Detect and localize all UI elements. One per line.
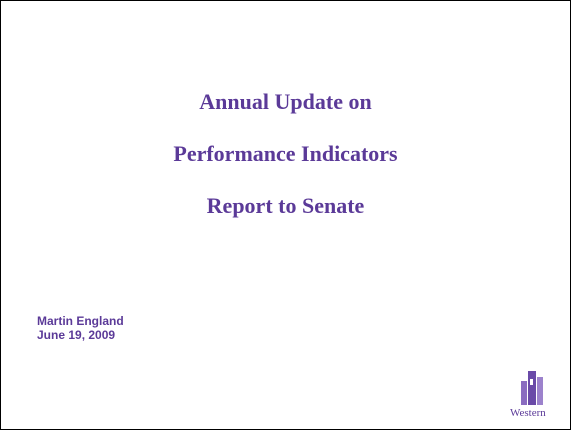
author: Martin England — [37, 314, 124, 328]
title-line: Annual Update on — [199, 89, 372, 114]
title-line: Performance Indicators — [173, 141, 398, 166]
logo-text: Western — [510, 407, 546, 419]
logo-icon — [521, 371, 543, 405]
date: June 19, 2009 — [37, 328, 116, 342]
title-line: Report to Senate — [206, 193, 365, 218]
